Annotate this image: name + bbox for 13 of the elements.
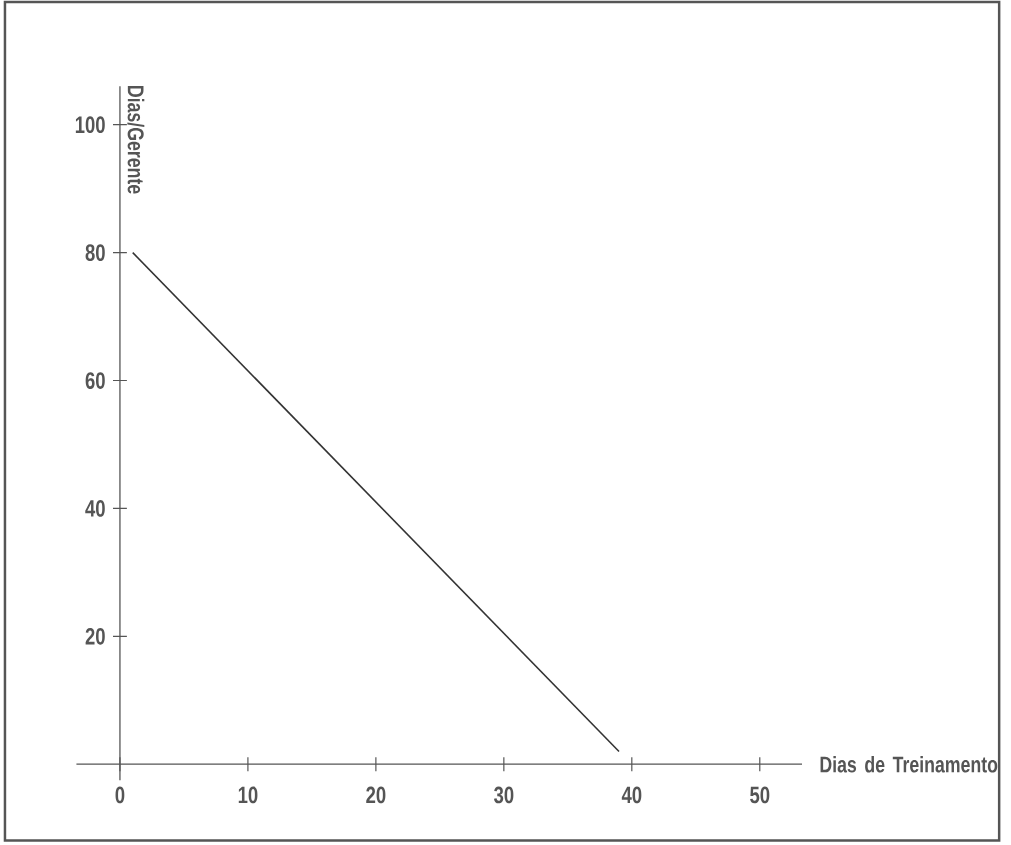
x-tick-label: 40 <box>621 786 642 804</box>
x-tick-label: 10 <box>238 786 258 804</box>
y-tick-label: 100 <box>75 116 105 134</box>
x-axis-title: Dias de Treinamento <box>820 756 998 773</box>
x-tick-label: 30 <box>493 786 514 804</box>
x-tick-label: 20 <box>366 786 386 804</box>
y-tick-label: 60 <box>85 372 105 390</box>
x-tick-label: 50 <box>750 786 770 804</box>
y-tick-label: 40 <box>85 500 105 518</box>
y-tick-label: 20 <box>85 628 105 645</box>
y-axis-title: Dias/Gerente <box>127 86 145 194</box>
y-tick-label: 80 <box>85 244 105 262</box>
x-tick-label: 0 <box>115 786 125 804</box>
